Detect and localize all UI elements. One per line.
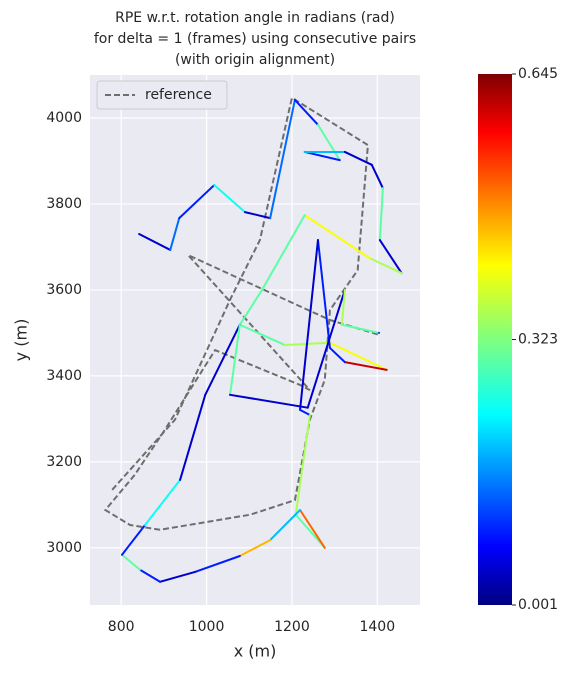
trajectory-segment xyxy=(238,323,286,346)
trajectory-segment xyxy=(204,323,241,396)
trajectory-segment xyxy=(269,509,302,542)
trajectory-segment xyxy=(378,239,403,275)
y-tick-label: 3000 xyxy=(46,540,82,556)
trajectory-segment xyxy=(299,239,319,411)
trajectory-segment xyxy=(178,184,216,220)
y-axis-label: y (m) xyxy=(12,319,31,362)
x-tick-label: 1000 xyxy=(189,619,225,635)
trajectory-segment xyxy=(340,288,346,326)
trajectory-segment xyxy=(179,393,207,481)
x-tick-label: 1200 xyxy=(274,619,310,635)
x-tick-label: 1400 xyxy=(359,619,395,635)
colorbar-tick-label: 0.645 xyxy=(518,66,558,82)
y-tick-label: 3600 xyxy=(46,282,82,298)
trajectory-segment xyxy=(299,509,326,549)
trajectory-segment xyxy=(299,408,311,417)
trajectory-segment xyxy=(303,150,341,162)
trajectory-segment xyxy=(343,361,388,371)
chart-title: (with origin alignment) xyxy=(175,52,335,68)
colorbar-tick-label: 0.001 xyxy=(518,597,558,613)
trajectory-segment xyxy=(316,239,331,349)
trajectory-segment xyxy=(169,217,181,251)
trajectory-segment xyxy=(343,150,373,166)
trajectory-segment xyxy=(243,211,272,220)
trajectory-segment xyxy=(294,414,311,516)
trajectory-segment xyxy=(370,163,384,190)
trajectory-segment xyxy=(229,323,241,396)
trajectory-segment xyxy=(159,570,197,583)
trajectory-segment xyxy=(269,98,296,220)
trajectory-segment xyxy=(121,553,141,571)
trajectory-segment xyxy=(144,478,182,527)
trajectory-segment xyxy=(138,233,172,251)
trajectory-segment xyxy=(378,187,384,242)
x-tick-label: 800 xyxy=(108,619,135,635)
plot-area xyxy=(90,75,420,605)
legend-label: reference xyxy=(145,87,212,103)
y-tick-label: 3400 xyxy=(46,368,82,384)
trajectory-segment xyxy=(294,513,326,549)
trajectory-segment xyxy=(303,214,371,260)
colorbar xyxy=(478,74,512,605)
y-tick-label: 4000 xyxy=(46,110,82,126)
chart-title: for delta = 1 (frames) using consecutive… xyxy=(94,31,416,47)
trajectory-segment xyxy=(194,554,241,573)
trajectory-segment xyxy=(328,341,388,371)
y-tick-label: 3800 xyxy=(46,196,82,212)
chart-title: RPE w.r.t. rotation angle in radians (ra… xyxy=(115,10,395,26)
trajectory-segment xyxy=(238,288,264,326)
legend-box xyxy=(96,80,228,110)
trajectory-segment xyxy=(368,257,403,275)
trajectory-segment xyxy=(213,184,246,214)
trajectory-segment xyxy=(328,346,346,364)
colorbar-tick-label: 0.323 xyxy=(518,332,558,348)
trajectory-segment xyxy=(121,524,147,556)
trajectory-segment xyxy=(306,288,346,409)
x-axis-label: x (m) xyxy=(234,642,277,661)
y-tick-label: 3200 xyxy=(46,454,82,470)
trajectory-segment xyxy=(340,323,381,334)
trajectory-segment xyxy=(238,539,272,557)
reference-line xyxy=(103,96,381,531)
trajectory-segment xyxy=(316,123,341,162)
trajectory-segment xyxy=(229,393,309,409)
trajectory-segment xyxy=(138,568,162,583)
trajectory-segment xyxy=(293,98,319,126)
trajectory-segment xyxy=(261,214,306,291)
